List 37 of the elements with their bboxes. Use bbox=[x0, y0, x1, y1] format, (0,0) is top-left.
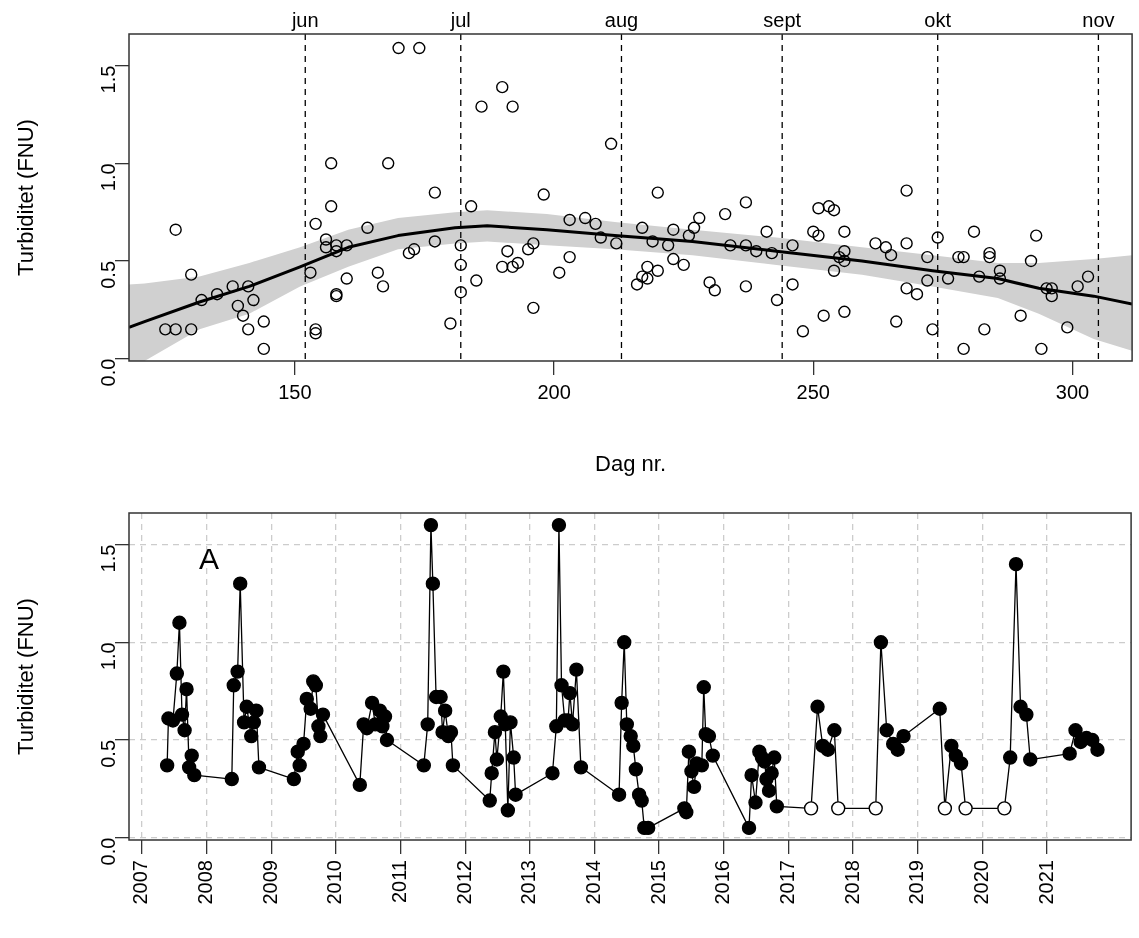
x-tick-label: 2007 bbox=[129, 860, 152, 905]
y-axis-title: Turbiditet (FNU) bbox=[13, 598, 39, 755]
x-tick-label: 250 bbox=[796, 380, 830, 403]
x-tick-label: 200 bbox=[537, 380, 571, 403]
y-tick-label: 0.5 bbox=[96, 739, 119, 768]
ref-line-label: okt bbox=[924, 8, 952, 31]
x-tick-label: 2008 bbox=[194, 860, 217, 905]
x-tick-label: 2014 bbox=[582, 860, 605, 905]
ref-line-label: sept bbox=[763, 8, 802, 31]
x-tick-label: 2011 bbox=[388, 860, 411, 904]
ref-line-label: aug bbox=[604, 8, 639, 31]
ref-line-label: jun bbox=[290, 8, 319, 31]
x-tick-label: 150 bbox=[278, 380, 312, 403]
x-tick-label: 2020 bbox=[969, 860, 992, 905]
y-tick-label: 0.0 bbox=[96, 837, 119, 866]
y-tick-label: 1.0 bbox=[96, 163, 119, 192]
x-tick-label: 300 bbox=[1055, 380, 1090, 403]
y-tick-label: 1.5 bbox=[96, 65, 119, 94]
y-tick-label: 1.0 bbox=[96, 642, 119, 671]
x-tick-label: 2017 bbox=[775, 860, 798, 905]
x-tick-label: 2019 bbox=[905, 860, 928, 905]
x-tick-label: 2015 bbox=[646, 860, 669, 905]
x-axis-title: Dag nr. bbox=[595, 450, 667, 476]
x-tick-label: 2013 bbox=[517, 860, 540, 905]
y-tick-label: 0.0 bbox=[96, 358, 119, 387]
y-tick-label: 1.5 bbox=[96, 544, 119, 573]
ref-line-label: nov bbox=[1082, 8, 1115, 31]
ref-line-label: jul bbox=[449, 8, 471, 31]
annotation: A bbox=[198, 542, 220, 576]
x-tick-label: 2016 bbox=[711, 860, 734, 905]
x-tick-label: 2010 bbox=[323, 860, 346, 905]
y-axis-title: Turbiditet (FNU) bbox=[13, 119, 39, 276]
x-tick-label: 2018 bbox=[840, 860, 863, 905]
y-tick-label: 0.5 bbox=[96, 260, 119, 289]
x-tick-label: 2012 bbox=[452, 860, 475, 905]
x-tick-label: 2009 bbox=[258, 860, 281, 905]
x-tick-label: 2021 bbox=[1034, 860, 1057, 905]
